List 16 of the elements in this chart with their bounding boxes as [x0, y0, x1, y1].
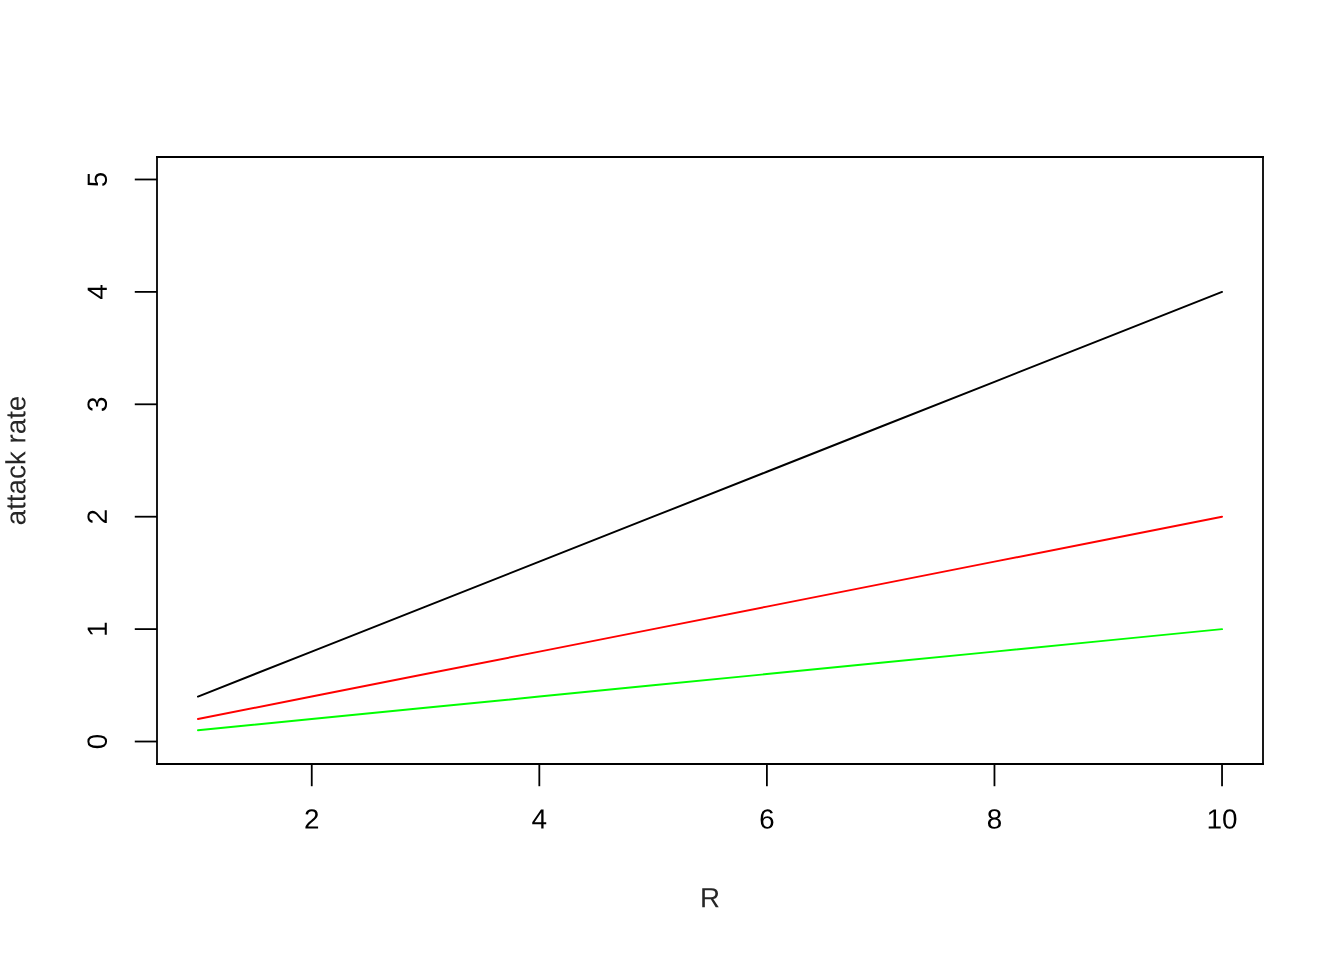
y-tick-label: 5: [87, 172, 108, 187]
y-tick-label: 2: [87, 510, 107, 524]
y-tick-label: 3: [87, 397, 108, 411]
x-tick-label: 6: [760, 809, 774, 829]
x-axis-title: R: [702, 888, 719, 908]
x-tick-label: 2: [305, 809, 319, 829]
x-tick-label: 4: [532, 809, 547, 829]
line-series: [196, 515, 1224, 721]
line-series: [196, 290, 1224, 698]
y-tick-label: 4: [87, 284, 107, 299]
x-tick-label: 8: [987, 809, 1001, 829]
y-tick-label: 1: [87, 622, 107, 635]
x-tick-label: 10: [1208, 809, 1237, 829]
y-axis-title: attack rate: [5, 396, 26, 525]
line-series: [196, 628, 1224, 732]
y-tick-label: 0: [87, 734, 108, 749]
